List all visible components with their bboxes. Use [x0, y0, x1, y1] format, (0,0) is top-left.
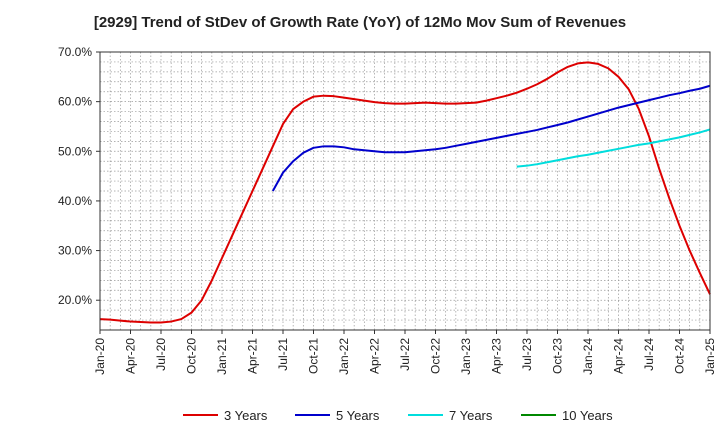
series-lines: [99, 61, 711, 324]
x-tick-label: Apr-22: [368, 338, 382, 374]
x-tick-label: Jan-21: [215, 338, 229, 375]
y-axis: 20.0% 30.0% 40.0% 50.0% 60.0% 70.0%: [58, 45, 100, 307]
x-tick-label: Apr-20: [124, 338, 138, 374]
legend-label: 3 Years: [224, 408, 268, 423]
legend-label: 10 Years: [562, 408, 613, 423]
y-tick-label: 40.0%: [58, 194, 92, 208]
x-tick-label: Jul-21: [276, 338, 290, 371]
x-tick-label: Jan-25: [703, 338, 717, 375]
x-tick-label: Jan-23: [459, 338, 473, 375]
x-tick-label: Oct-21: [307, 338, 321, 374]
y-tick-label: 50.0%: [58, 144, 92, 158]
series-line-5-years: [271, 84, 711, 192]
y-tick-label: 60.0%: [58, 95, 92, 109]
x-tick-label: Oct-23: [551, 338, 565, 374]
x-tick-label: Jan-22: [337, 338, 351, 375]
x-tick-label: Apr-21: [246, 338, 260, 374]
x-tick-label: Jul-20: [154, 338, 168, 371]
x-tick-label: Jul-24: [642, 338, 656, 371]
legend-label: 7 Years: [449, 408, 493, 423]
chart-title: [2929] Trend of StDev of Growth Rate (Yo…: [93, 14, 627, 31]
legend: 3 Years 5 Years 7 Years 10 Years: [183, 408, 613, 423]
series-line-3-years: [99, 61, 711, 324]
x-tick-label: Jan-24: [581, 338, 595, 375]
y-tick-label: 30.0%: [58, 244, 92, 258]
series-line-7-years: [516, 128, 711, 168]
x-tick-label: Apr-23: [490, 338, 504, 374]
x-tick-label: Oct-22: [429, 338, 443, 374]
x-tick-label: Apr-24: [612, 338, 626, 374]
grid-lines: [99, 52, 711, 330]
y-tick-label: 70.0%: [58, 45, 92, 59]
x-tick-label: Jul-22: [398, 338, 412, 371]
x-tick-label: Oct-24: [673, 338, 687, 374]
x-tick-label: Jan-20: [93, 338, 107, 375]
legend-label: 5 Years: [336, 408, 380, 423]
x-tick-label: Jul-23: [520, 338, 534, 371]
y-tick-label: 20.0%: [58, 293, 92, 307]
x-axis: Jan-20 Apr-20 Jul-20 Oct-20 Jan-21 Apr-21 Jul-…: [93, 330, 717, 375]
x-tick-label: Oct-20: [185, 338, 199, 374]
